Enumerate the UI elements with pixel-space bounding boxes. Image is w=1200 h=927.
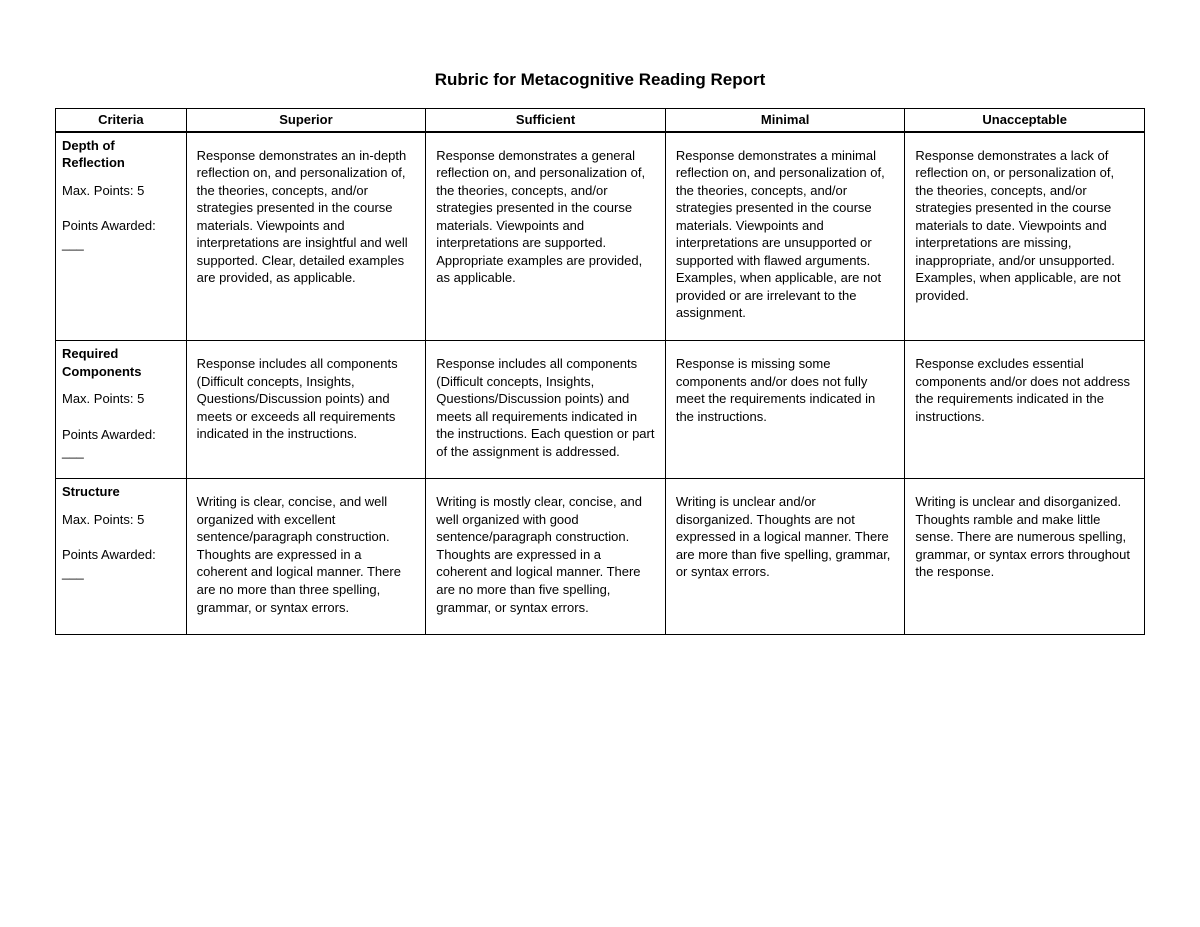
unacceptable-cell: Response demonstrates a lack of reflecti… [905, 132, 1145, 341]
sufficient-cell: Writing is mostly clear, concise, and we… [426, 479, 666, 635]
max-points-label: Max. Points: 5 [62, 390, 180, 408]
max-points-label: Max. Points: 5 [62, 511, 180, 529]
max-points-label: Max. Points: 5 [62, 182, 180, 200]
criteria-title: Depth of Reflection [62, 137, 180, 172]
col-header-minimal: Minimal [665, 109, 905, 132]
criteria-cell: Required Components Max. Points: 5 Point… [56, 341, 187, 479]
minimal-cell: Response is missing some components and/… [665, 341, 905, 479]
col-header-unacceptable: Unacceptable [905, 109, 1145, 132]
points-awarded-label: Points Awarded: ___ [62, 217, 180, 252]
superior-cell: Response demonstrates an in-depth reflec… [186, 132, 426, 341]
table-row: Required Components Max. Points: 5 Point… [56, 341, 1145, 479]
col-header-sufficient: Sufficient [426, 109, 666, 132]
unacceptable-cell: Response excludes essential components a… [905, 341, 1145, 479]
rubric-table: Criteria Superior Sufficient Minimal Una… [55, 108, 1145, 635]
table-row: Structure Max. Points: 5 Points Awarded:… [56, 479, 1145, 635]
table-header-row: Criteria Superior Sufficient Minimal Una… [56, 109, 1145, 132]
points-awarded-label: Points Awarded: ___ [62, 546, 180, 581]
page-title: Rubric for Metacognitive Reading Report [55, 70, 1145, 90]
criteria-title: Structure [62, 483, 180, 501]
unacceptable-cell: Writing is unclear and disorganized. Tho… [905, 479, 1145, 635]
criteria-title: Required Components [62, 345, 180, 380]
col-header-superior: Superior [186, 109, 426, 132]
col-header-criteria: Criteria [56, 109, 187, 132]
superior-cell: Writing is clear, concise, and well orga… [186, 479, 426, 635]
sufficient-cell: Response includes all components (Diffic… [426, 341, 666, 479]
points-awarded-label: Points Awarded: ___ [62, 426, 180, 461]
criteria-cell: Depth of Reflection Max. Points: 5 Point… [56, 132, 187, 341]
rubric-page: Rubric for Metacognitive Reading Report … [0, 0, 1200, 927]
superior-cell: Response includes all components (Diffic… [186, 341, 426, 479]
minimal-cell: Writing is unclear and/or disorganized. … [665, 479, 905, 635]
minimal-cell: Response demonstrates a minimal reflecti… [665, 132, 905, 341]
criteria-cell: Structure Max. Points: 5 Points Awarded:… [56, 479, 187, 635]
table-row: Depth of Reflection Max. Points: 5 Point… [56, 132, 1145, 341]
sufficient-cell: Response demonstrates a general reflecti… [426, 132, 666, 341]
